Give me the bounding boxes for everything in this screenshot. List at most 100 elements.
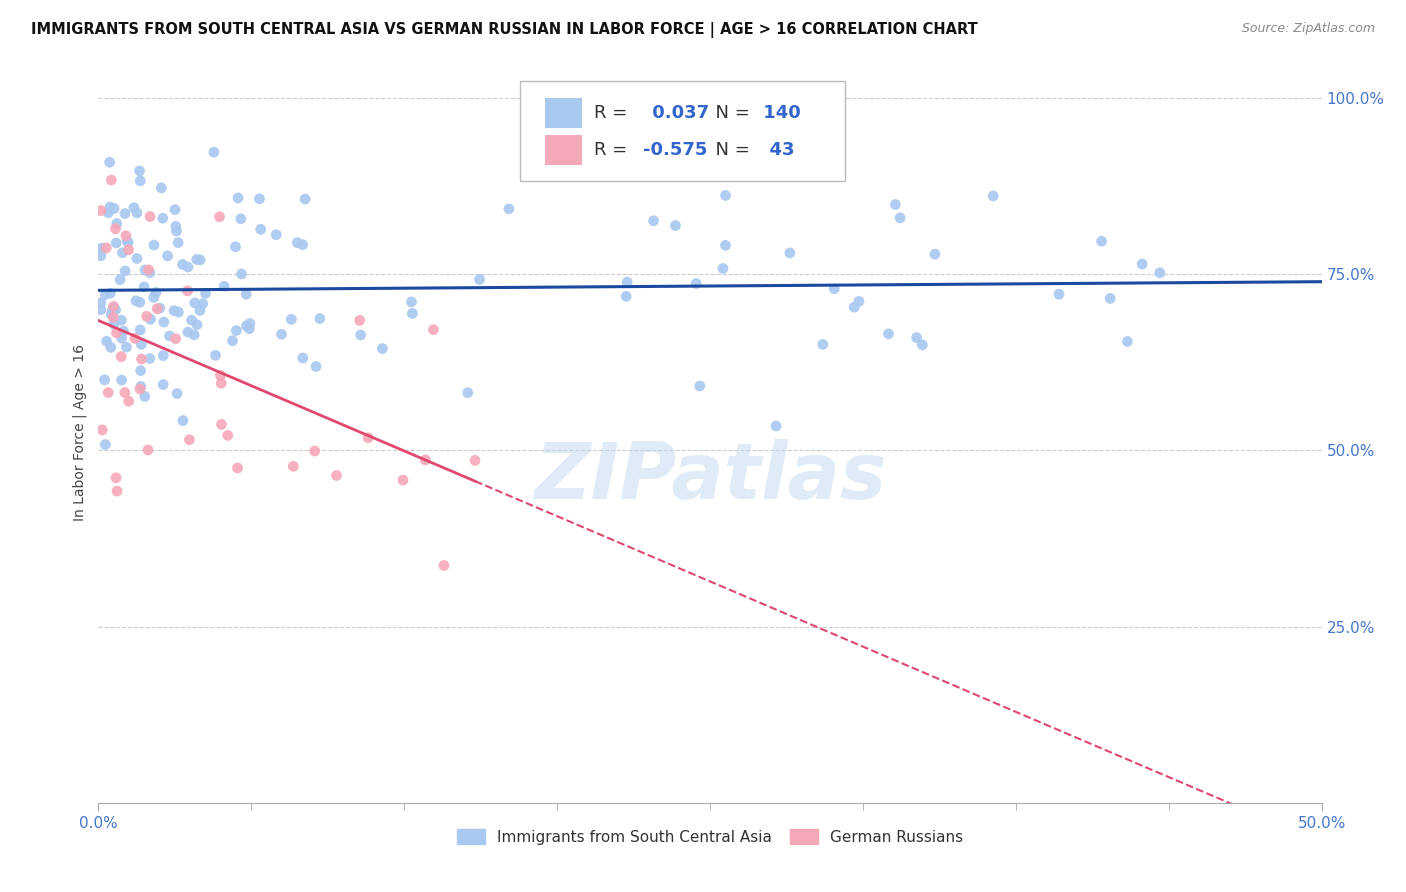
Point bbox=[90, 249, 112, 263]
Point bbox=[981, 189, 1004, 203]
Point bbox=[100, 340, 122, 354]
Legend: Immigrants from South Central Asia, German Russians: Immigrants from South Central Asia, Germ… bbox=[451, 822, 969, 851]
Point bbox=[415, 453, 437, 467]
Point bbox=[884, 197, 907, 211]
Point bbox=[124, 331, 146, 345]
Point bbox=[103, 300, 125, 314]
Point bbox=[110, 331, 132, 345]
Point bbox=[152, 211, 174, 226]
Text: 0.037: 0.037 bbox=[647, 103, 710, 122]
Point bbox=[97, 205, 120, 219]
Point bbox=[94, 437, 117, 451]
Text: N =: N = bbox=[704, 141, 749, 159]
Point bbox=[229, 211, 252, 226]
Point bbox=[264, 227, 287, 242]
Point bbox=[349, 328, 371, 343]
Point bbox=[249, 192, 271, 206]
Point bbox=[270, 327, 292, 342]
Point bbox=[125, 206, 148, 220]
Point bbox=[145, 285, 167, 300]
Point bbox=[111, 245, 134, 260]
Point bbox=[129, 363, 152, 377]
Point bbox=[129, 323, 152, 337]
Y-axis label: In Labor Force | Age > 16: In Labor Force | Age > 16 bbox=[73, 344, 87, 521]
Point bbox=[100, 307, 122, 321]
Point bbox=[811, 337, 834, 351]
Point bbox=[103, 301, 125, 315]
FancyBboxPatch shape bbox=[546, 135, 582, 165]
Point bbox=[129, 174, 152, 188]
Point bbox=[212, 279, 235, 293]
Point bbox=[305, 359, 328, 374]
Point bbox=[186, 252, 208, 267]
Point bbox=[129, 337, 152, 351]
Point bbox=[166, 386, 188, 401]
Point bbox=[131, 352, 153, 367]
Point bbox=[114, 264, 136, 278]
Point bbox=[163, 202, 186, 217]
Point bbox=[104, 221, 127, 235]
Point bbox=[226, 191, 249, 205]
Point bbox=[132, 280, 155, 294]
Point bbox=[149, 301, 172, 315]
Point bbox=[392, 473, 415, 487]
Point bbox=[877, 326, 900, 341]
Point bbox=[765, 419, 787, 434]
Point bbox=[889, 211, 911, 225]
Point bbox=[142, 238, 165, 252]
Point bbox=[105, 484, 128, 499]
Point bbox=[125, 252, 148, 266]
Point bbox=[105, 471, 128, 485]
Point bbox=[167, 235, 190, 250]
Point bbox=[714, 238, 737, 252]
Point bbox=[125, 293, 148, 308]
Point bbox=[464, 453, 486, 467]
Point bbox=[90, 295, 112, 310]
Point bbox=[457, 385, 479, 400]
Point bbox=[117, 394, 139, 409]
Point bbox=[115, 228, 138, 243]
FancyBboxPatch shape bbox=[520, 81, 845, 181]
Point bbox=[226, 461, 249, 475]
Text: N =: N = bbox=[704, 103, 749, 122]
Point bbox=[498, 202, 520, 216]
Point bbox=[134, 389, 156, 403]
Point bbox=[221, 334, 243, 348]
Point bbox=[1099, 292, 1122, 306]
Point bbox=[905, 330, 928, 344]
Point bbox=[291, 237, 314, 252]
Point bbox=[1116, 334, 1139, 349]
Point bbox=[711, 261, 734, 276]
Point bbox=[159, 329, 181, 343]
Point bbox=[714, 188, 737, 202]
Point bbox=[209, 376, 232, 391]
Point bbox=[101, 303, 124, 318]
Point bbox=[401, 294, 423, 309]
Point bbox=[98, 200, 121, 214]
Point bbox=[614, 289, 637, 303]
Point bbox=[100, 173, 122, 187]
Point bbox=[165, 332, 187, 346]
Point bbox=[844, 300, 866, 314]
Point bbox=[146, 301, 169, 316]
Point bbox=[103, 310, 125, 325]
Point bbox=[238, 322, 260, 336]
Point bbox=[1047, 287, 1070, 301]
Point bbox=[104, 302, 127, 317]
Point bbox=[191, 296, 214, 310]
Point bbox=[239, 317, 262, 331]
Point bbox=[90, 243, 112, 257]
Point bbox=[225, 324, 247, 338]
Point bbox=[129, 379, 152, 393]
Point bbox=[138, 266, 160, 280]
Point bbox=[128, 164, 150, 178]
Point bbox=[183, 296, 205, 310]
Point bbox=[97, 385, 120, 400]
Point bbox=[122, 201, 145, 215]
FancyBboxPatch shape bbox=[546, 98, 582, 128]
Text: IMMIGRANTS FROM SOUTH CENTRAL ASIA VS GERMAN RUSSIAN IN LABOR FORCE | AGE > 16 C: IMMIGRANTS FROM SOUTH CENTRAL ASIA VS GE… bbox=[31, 22, 977, 38]
Point bbox=[91, 423, 114, 437]
Point bbox=[111, 373, 134, 387]
Point bbox=[112, 324, 135, 338]
Point bbox=[100, 286, 122, 301]
